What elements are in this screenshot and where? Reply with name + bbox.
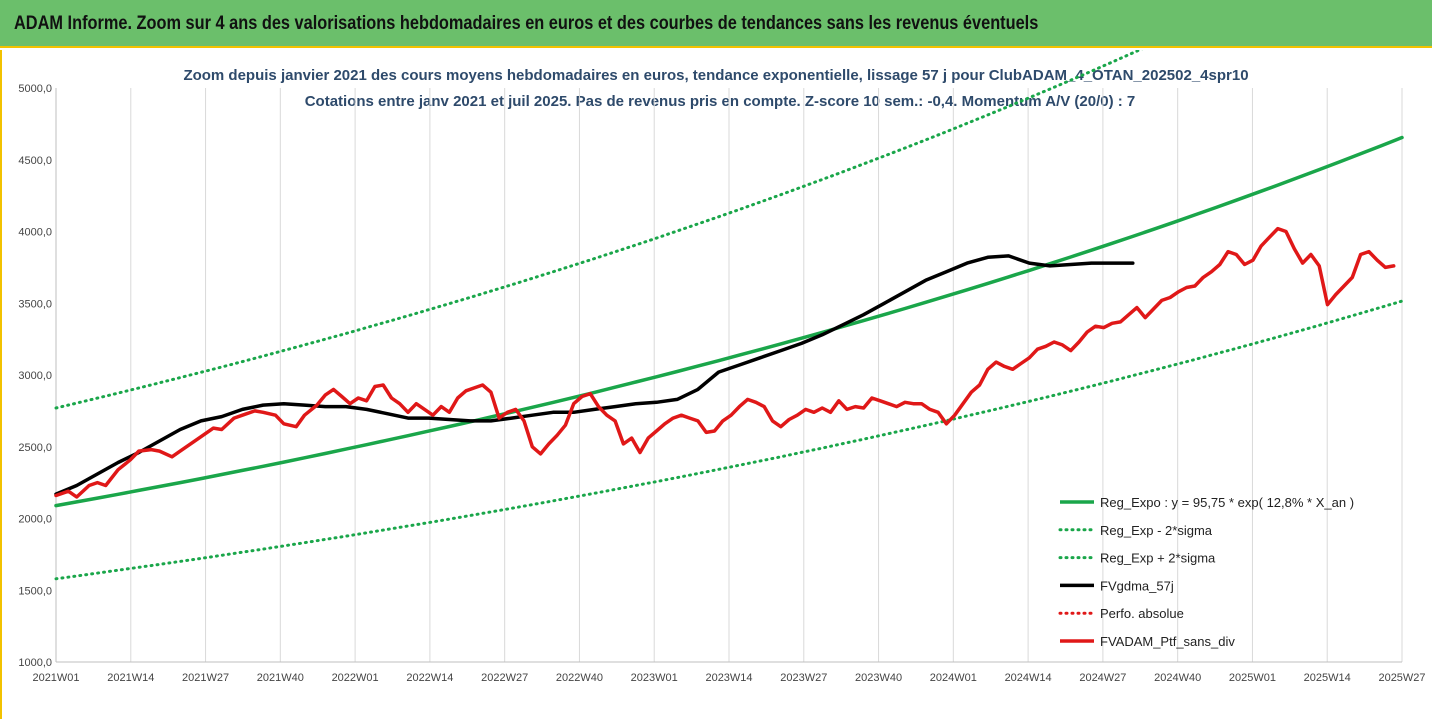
x-tick-label: 2022W40: [556, 672, 603, 684]
x-tick-label: 2022W01: [332, 672, 379, 684]
series-line-5: [54, 226, 1396, 499]
x-tick-label: 2024W14: [1005, 672, 1052, 684]
x-tick-label: 2021W40: [257, 672, 304, 684]
series-line-2: [54, 50, 1144, 410]
y-tick-label: 1000,0: [18, 657, 52, 669]
x-tick-label: 2021W27: [182, 672, 229, 684]
y-tick-label: 3000,0: [18, 370, 52, 382]
series-line-0: [54, 135, 1404, 508]
x-tick-label: 2025W14: [1304, 672, 1351, 684]
axes: 2021W01 2021W14 2021W27 2021W40 2022W01 2022W…: [18, 83, 1425, 684]
banner: ADAM Informe. Zoom sur 4 ans des valoris…: [0, 0, 1432, 48]
legend-label: FVgdma_57j: [1100, 578, 1174, 593]
x-tick-label: 2024W27: [1079, 672, 1126, 684]
y-tick-label: 1500,0: [18, 585, 52, 597]
y-tick-label: 2500,0: [18, 442, 52, 454]
banner-title: ADAM Informe. Zoom sur 4 ans des valoris…: [14, 13, 1039, 34]
x-tick-label: 2024W40: [1154, 672, 1201, 684]
x-tick-label: 2022W27: [481, 672, 528, 684]
x-tick-label: 2023W01: [631, 672, 678, 684]
x-tick-label: 2025W01: [1229, 672, 1276, 684]
x-tick-label: 2022W14: [406, 672, 453, 684]
x-tick-label: 2024W01: [930, 672, 977, 684]
y-tick-label: 4500,0: [18, 155, 52, 167]
x-tick-label: 2023W40: [855, 672, 902, 684]
y-tick-label: 4000,0: [18, 227, 52, 239]
series-line-3: [54, 254, 1135, 496]
chart-subtitle: Cotations entre janv 2021 et juil 2025. …: [305, 93, 1136, 110]
legend-label: Reg_Exp - 2*sigma: [1100, 523, 1213, 538]
legend-label: FVADAM_Ptf_sans_div: [1100, 634, 1235, 649]
x-tick-label: 2021W14: [107, 672, 154, 684]
x-tick-label: 2025W27: [1378, 672, 1425, 684]
line-chart: Zoom depuis janvier 2021 des cours moyen…: [18, 50, 1426, 684]
chart-area: Zoom depuis janvier 2021 des cours moyen…: [0, 50, 1432, 719]
legend-label: Reg_Exp + 2*sigma: [1100, 551, 1216, 566]
legend-label: Reg_Expo : y = 95,75 * exp( 12,8% * X_an…: [1100, 495, 1354, 510]
series-line-1: [54, 299, 1404, 581]
x-tick-label: 2021W01: [32, 672, 79, 684]
grid-lines: [55, 88, 1403, 662]
legend: Reg_Expo : y = 95,75 * exp( 12,8% * X_an…: [1058, 495, 1354, 649]
legend-label: Perfo. absolue: [1100, 606, 1184, 621]
x-tick-label: 2023W14: [705, 672, 752, 684]
y-tick-label: 3500,0: [18, 298, 52, 310]
y-tick-label: 2000,0: [18, 514, 52, 526]
y-tick-label: 5000,0: [18, 83, 52, 95]
series-lines: [54, 50, 1404, 581]
chart-title: Zoom depuis janvier 2021 des cours moyen…: [183, 67, 1248, 84]
x-tick-label: 2023W27: [780, 672, 827, 684]
